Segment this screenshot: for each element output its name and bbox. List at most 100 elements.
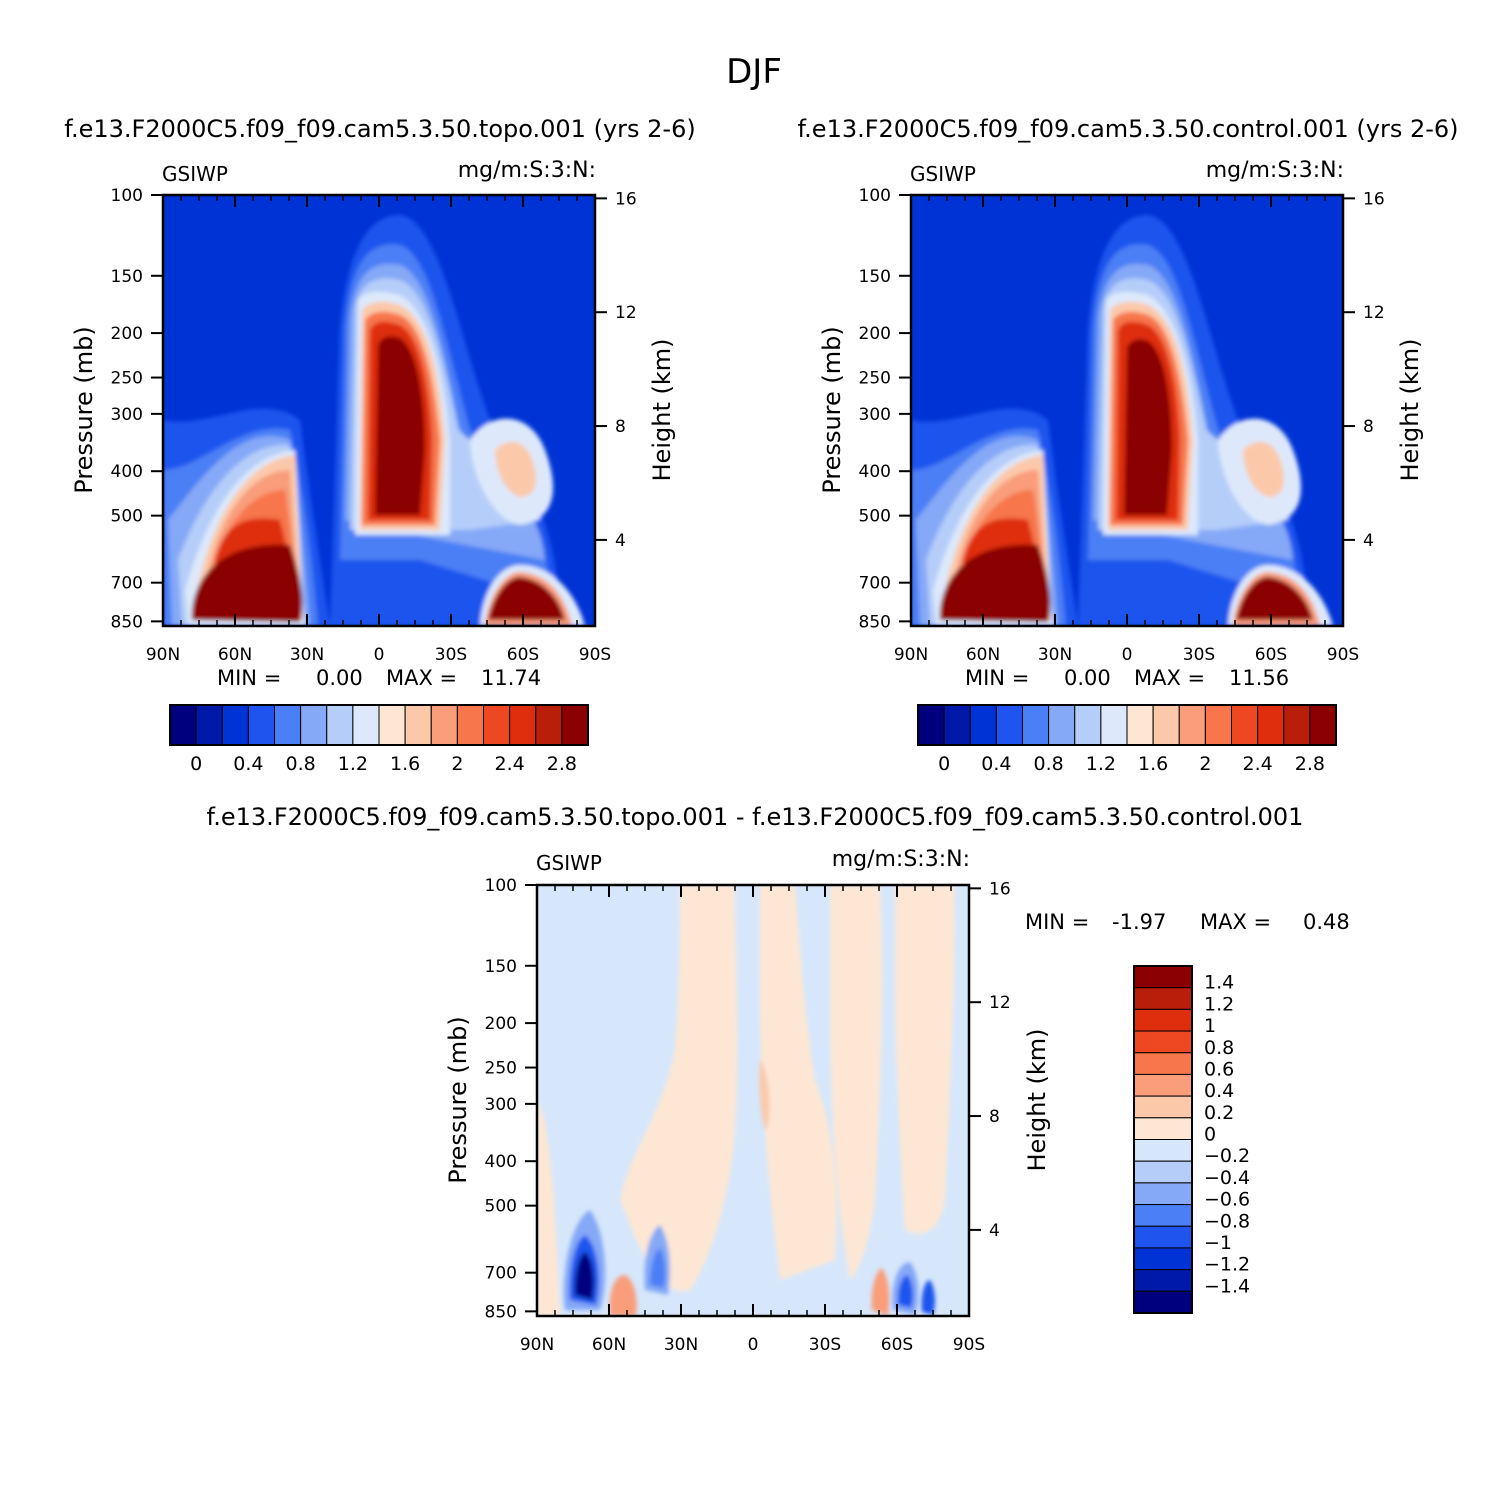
y-axis-label: Pressure (mb) bbox=[444, 1016, 472, 1183]
y-tick-label: 150 bbox=[859, 267, 891, 287]
max-value: 11.74 bbox=[481, 666, 541, 690]
right-axis-label: Height (km) bbox=[1396, 339, 1424, 482]
colorbar-label: 0.4 bbox=[981, 753, 1011, 775]
panel-title: f.e13.F2000C5.f09_f09.cam5.3.50.control.… bbox=[797, 115, 1458, 143]
panel-control: f.e13.F2000C5.f09_f09.cam5.3.50.control.… bbox=[797, 115, 1458, 775]
colorbar-label: 0.8 bbox=[286, 753, 316, 775]
max-label: MAX = bbox=[1200, 910, 1271, 934]
x-tick-label: 0 bbox=[748, 1335, 759, 1355]
colorbar-label: 1.6 bbox=[390, 753, 420, 775]
colorbar-swatch bbox=[1048, 704, 1076, 746]
colorbar-swatch bbox=[483, 704, 511, 746]
colorbar: 1.41.210.80.60.40.20−0.2−0.4−0.6−0.8−1−1… bbox=[1133, 965, 1250, 1314]
colorbar-swatch bbox=[1257, 704, 1285, 746]
right-tick-label: 12 bbox=[615, 303, 637, 323]
units-label: mg/m:S:3:N: bbox=[832, 847, 970, 872]
colorbar-label: −1.2 bbox=[1204, 1254, 1250, 1276]
colorbar-swatch bbox=[1283, 704, 1311, 746]
y-tick-label: 700 bbox=[859, 574, 891, 594]
panel-diff: f.e13.F2000C5.f09_f09.cam5.3.50.topo.001… bbox=[207, 803, 1350, 1355]
colorbar-swatch bbox=[430, 704, 458, 746]
colorbar-swatch bbox=[1133, 1073, 1193, 1097]
colorbar-label: −1 bbox=[1204, 1232, 1232, 1254]
colorbar-label: 1.2 bbox=[1204, 993, 1234, 1015]
x-tick-label: 30S bbox=[1183, 645, 1215, 665]
colorbar-swatch bbox=[1022, 704, 1050, 746]
colorbar-swatch bbox=[1133, 1247, 1193, 1271]
y-tick-label: 200 bbox=[111, 324, 143, 344]
colorbar-swatch bbox=[456, 704, 484, 746]
colorbar-swatch bbox=[1133, 1052, 1193, 1075]
colorbar-label: 1.2 bbox=[338, 753, 368, 775]
x-tick-label: 90N bbox=[520, 1335, 554, 1355]
variable-label: GSIWP bbox=[536, 851, 602, 875]
axes: 90N 60N 30N 0 30S 60S 90S 100 150 200 250 300 400 500… bbox=[485, 876, 1011, 1355]
x-tick-label: 60N bbox=[218, 645, 252, 665]
x-tick-label: 30S bbox=[809, 1335, 841, 1355]
colorbar-label: 0.6 bbox=[1204, 1058, 1234, 1080]
colorbar: 0 0.4 0.8 1.2 1.6 2 2.4 2.8 bbox=[917, 704, 1337, 775]
colorbar-swatch bbox=[1100, 704, 1128, 746]
y-tick-label: 850 bbox=[111, 612, 143, 632]
colorbar-label: −0.2 bbox=[1204, 1145, 1250, 1167]
variable-label: GSIWP bbox=[162, 162, 228, 186]
y-tick-label: 250 bbox=[111, 369, 143, 389]
colorbar-swatch bbox=[404, 704, 432, 746]
max-label: MAX = bbox=[1134, 666, 1205, 690]
colorbar-label: 2.4 bbox=[1243, 753, 1273, 775]
colorbar-swatch bbox=[1133, 1182, 1193, 1206]
right-tick-label: 8 bbox=[989, 1107, 1000, 1127]
min-label: MIN = bbox=[1025, 910, 1089, 934]
y-tick-label: 850 bbox=[859, 612, 891, 632]
colorbar-swatch bbox=[221, 704, 249, 746]
x-tick-label: 0 bbox=[1122, 645, 1133, 665]
colorbar-swatch bbox=[1133, 965, 1193, 989]
x-tick-label: 60S bbox=[507, 645, 539, 665]
y-axis-label: Pressure (mb) bbox=[818, 326, 846, 493]
min-label: MIN = bbox=[965, 666, 1029, 690]
contour-field bbox=[537, 885, 969, 1316]
colorbar-swatch bbox=[1133, 1204, 1193, 1227]
colorbar-label: 2.8 bbox=[547, 753, 577, 775]
colorbar-swatch bbox=[1133, 1269, 1193, 1292]
y-tick-label: 250 bbox=[859, 369, 891, 389]
y-tick-label: 300 bbox=[859, 405, 891, 425]
colorbar-swatch bbox=[1133, 1030, 1193, 1054]
right-tick-label: 4 bbox=[989, 1221, 1000, 1241]
colorbar-label: 1.4 bbox=[1204, 972, 1234, 994]
right-tick-label: 12 bbox=[989, 993, 1011, 1013]
y-tick-label: 400 bbox=[111, 462, 143, 482]
colorbar-swatch bbox=[943, 704, 971, 746]
colorbar-swatch bbox=[1133, 1008, 1193, 1032]
colorbar-swatch bbox=[300, 704, 328, 746]
colorbar: 0 0.4 0.8 1.2 1.6 2 2.4 2.8 bbox=[169, 704, 589, 775]
right-tick-label: 8 bbox=[615, 417, 626, 437]
colorbar-label: −0.8 bbox=[1204, 1210, 1250, 1232]
colorbar-swatch bbox=[995, 704, 1023, 746]
x-tick-label: 90S bbox=[579, 645, 611, 665]
colorbar-label: 2 bbox=[1199, 753, 1211, 775]
colorbar-swatch bbox=[1133, 1290, 1193, 1314]
y-tick-label: 400 bbox=[485, 1152, 517, 1172]
x-tick-label: 30S bbox=[435, 645, 467, 665]
panel-title: f.e13.F2000C5.f09_f09.cam5.3.50.topo.001… bbox=[207, 803, 1304, 831]
colorbar-label: 1.2 bbox=[1086, 753, 1116, 775]
colorbar-label: 0.8 bbox=[1204, 1037, 1234, 1059]
colorbar-label: 2.4 bbox=[495, 753, 525, 775]
axes: 90N 60N 30N 0 30S 60S 90S 100 150 200 250 300 400 500… bbox=[111, 186, 637, 665]
right-tick-label: 4 bbox=[1363, 531, 1374, 551]
panel-title: f.e13.F2000C5.f09_f09.cam5.3.50.topo.001… bbox=[64, 115, 695, 143]
colorbar-swatch bbox=[1133, 1095, 1193, 1119]
colorbar-label: 0.2 bbox=[1204, 1102, 1234, 1124]
x-tick-label: 30N bbox=[664, 1335, 698, 1355]
y-tick-label: 700 bbox=[111, 574, 143, 594]
y-tick-label: 300 bbox=[485, 1095, 517, 1115]
y-tick-label: 150 bbox=[485, 957, 517, 977]
right-tick-label: 16 bbox=[615, 189, 637, 209]
right-axis-label: Height (km) bbox=[1023, 1029, 1051, 1172]
colorbar-frame bbox=[917, 704, 1337, 746]
units-label: mg/m:S:3:N: bbox=[1206, 158, 1344, 183]
right-tick-label: 8 bbox=[1363, 417, 1374, 437]
colorbar-swatch bbox=[1074, 704, 1102, 746]
